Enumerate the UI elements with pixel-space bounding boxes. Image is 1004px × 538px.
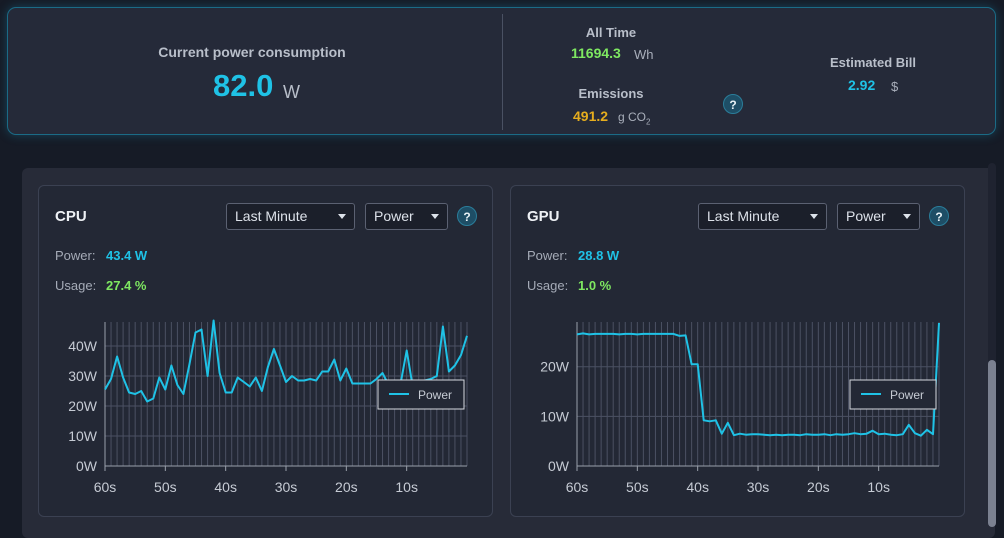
chevron-down-icon — [431, 214, 439, 219]
cpu-help-icon[interactable]: ? — [457, 206, 477, 226]
y-tick-label: 20W — [540, 359, 570, 375]
power-series-line — [104, 319, 468, 403]
x-tick-label: 10s — [395, 479, 418, 495]
chevron-down-icon — [903, 214, 911, 219]
cpu-card-title: CPU — [55, 208, 87, 225]
gpu-metric-select[interactable]: Power — [837, 203, 920, 230]
y-tick-label: 10W — [540, 408, 570, 424]
all-time-label: All Time — [585, 25, 637, 40]
x-tick-label: 60s — [94, 479, 117, 495]
chevron-down-icon — [810, 214, 818, 219]
emissions-label: Emissions — [578, 86, 644, 101]
current-power-label: Current power consumption — [158, 44, 346, 60]
summary-divider — [502, 14, 503, 130]
y-tick-label: 0W — [76, 458, 98, 474]
emissions-unit-subscript: 2 — [646, 117, 651, 127]
gpu-metric-select-value: Power — [846, 208, 886, 224]
cpu-power-value: 43.4 W — [106, 248, 148, 263]
y-tick-label: 10W — [68, 428, 98, 444]
estimated-bill-value: 2.92 — [848, 77, 876, 93]
scrollbar-track[interactable] — [988, 163, 996, 527]
y-tick-label: 40W — [68, 338, 98, 354]
estimated-bill-unit: $ — [891, 79, 899, 94]
power-summary-card: Current power consumption 82.0 W All Tim… — [7, 7, 996, 135]
estimated-bill-label: Estimated Bill — [830, 55, 916, 70]
all-time-unit: Wh — [634, 47, 654, 62]
cpu-usage-value: 27.4 % — [106, 278, 147, 293]
x-tick-label: 10s — [867, 479, 890, 495]
cpu-card: CPU Last Minute Power ? Power: 43.4 W Us… — [38, 185, 493, 517]
emissions-help-icon[interactable]: ? — [723, 94, 743, 114]
y-tick-label: 0W — [548, 458, 570, 474]
gpu-power-chart: 0W 10W 20W 60s 50s 40s 30s 20s 10s Power — [540, 322, 940, 495]
emissions-value: 491.2 — [573, 108, 609, 124]
chevron-down-icon — [338, 214, 346, 219]
x-tick-label: 60s — [566, 479, 589, 495]
cpu-range-select[interactable]: Last Minute — [226, 203, 355, 230]
legend-label: Power — [890, 388, 924, 402]
x-tick-label: 50s — [626, 479, 649, 495]
scrollbar-thumb[interactable] — [988, 360, 996, 527]
gpu-power-value: 28.8 W — [578, 248, 620, 263]
y-tick-label: 20W — [68, 398, 98, 414]
x-tick-label: 20s — [807, 479, 830, 495]
x-tick-label: 30s — [747, 479, 770, 495]
power-series-line — [576, 322, 940, 437]
current-power-unit: W — [283, 82, 300, 102]
gpu-power-label: Power: — [527, 248, 568, 263]
gpu-help-icon[interactable]: ? — [929, 206, 949, 226]
current-power-value: 82.0 — [213, 68, 274, 103]
gpu-usage-label: Usage: — [527, 278, 569, 293]
x-tick-label: 30s — [275, 479, 298, 495]
cpu-power-label: Power: — [55, 248, 96, 263]
x-tick-label: 50s — [154, 479, 177, 495]
cpu-power-chart: 0W 10W 20W 30W 40W 60s 50s 40s 30s 20s 10s Power — [68, 319, 468, 495]
gpu-usage-value: 1.0 % — [578, 278, 612, 293]
x-tick-label: 40s — [686, 479, 709, 495]
cpu-usage-label: Usage: — [55, 278, 97, 293]
gpu-card: GPU Last Minute Power ? Power: 28.8 W Us… — [510, 185, 965, 517]
cpu-range-select-value: Last Minute — [235, 208, 308, 224]
emissions-unit-text: g CO — [618, 110, 647, 124]
cpu-metric-select-value: Power — [374, 208, 414, 224]
all-time-value: 11694.3 — [571, 45, 621, 61]
gpu-range-select-value: Last Minute — [707, 208, 780, 224]
y-tick-label: 30W — [68, 368, 98, 384]
x-tick-label: 20s — [335, 479, 358, 495]
gpu-card-title: GPU — [527, 208, 560, 225]
x-tick-label: 40s — [214, 479, 237, 495]
emissions-unit: g CO2 — [618, 110, 650, 126]
gpu-range-select[interactable]: Last Minute — [698, 203, 827, 230]
cpu-metric-select[interactable]: Power — [365, 203, 448, 230]
legend-label: Power — [418, 388, 452, 402]
